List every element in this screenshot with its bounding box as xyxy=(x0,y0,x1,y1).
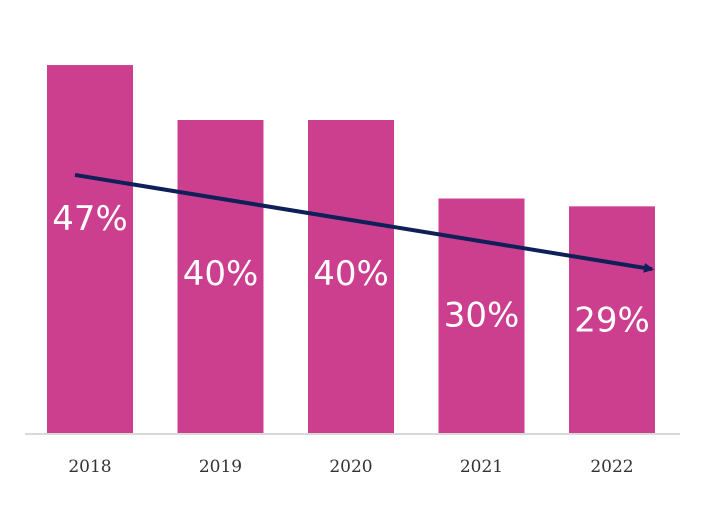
x-tick-label-2021: 2021 xyxy=(460,457,503,477)
bar-2020 xyxy=(308,120,394,434)
x-tick-label-2019: 2019 xyxy=(199,457,242,477)
bar-2018 xyxy=(47,65,133,435)
x-tick-label-2020: 2020 xyxy=(329,457,372,477)
bar-value-label-2020: 40% xyxy=(313,254,389,294)
bar-value-label-2018: 47% xyxy=(52,199,128,239)
x-tick-label-2018: 2018 xyxy=(68,457,111,477)
trend-arrow xyxy=(74,172,654,273)
bar-value-label-2021: 30% xyxy=(444,296,520,336)
bar-value-label-2019: 40% xyxy=(183,254,259,294)
bar-value-label-2022: 29% xyxy=(574,300,650,340)
x-tick-label-2022: 2022 xyxy=(590,457,633,477)
bar-2019 xyxy=(177,120,264,434)
bar-2022 xyxy=(569,206,655,434)
